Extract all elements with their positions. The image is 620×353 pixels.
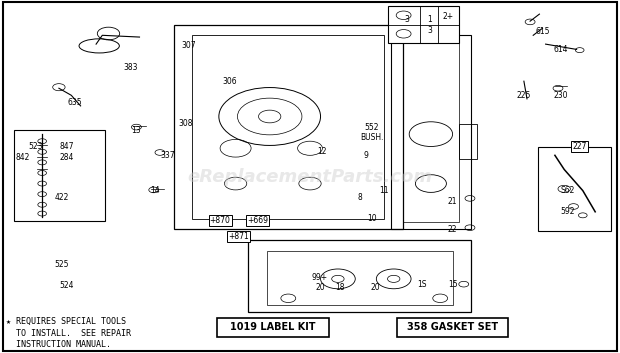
Bar bbox=[388, 6, 459, 43]
Text: 18: 18 bbox=[335, 283, 345, 292]
FancyBboxPatch shape bbox=[397, 318, 508, 337]
Text: ★ REQUIRES SPECIAL TOOLS
  TO INSTALL.  SEE REPAIR
  INSTRUCTION MANUAL.: ★ REQUIRES SPECIAL TOOLS TO INSTALL. SEE… bbox=[6, 317, 131, 349]
Text: 14: 14 bbox=[150, 186, 160, 195]
Text: 307: 307 bbox=[182, 41, 197, 50]
Text: 20: 20 bbox=[370, 283, 380, 292]
Text: 592: 592 bbox=[560, 207, 575, 216]
Text: 524: 524 bbox=[60, 281, 74, 291]
Text: BUSH.: BUSH. bbox=[360, 133, 384, 142]
Text: 99+: 99+ bbox=[312, 273, 328, 282]
Text: 383: 383 bbox=[123, 62, 138, 72]
Text: 2+: 2+ bbox=[442, 12, 453, 22]
Text: 20: 20 bbox=[315, 283, 325, 292]
Text: +669: +669 bbox=[247, 216, 268, 225]
Bar bbox=[14, 130, 105, 221]
Text: 9: 9 bbox=[363, 151, 368, 160]
Text: 847: 847 bbox=[60, 142, 74, 151]
Text: 358 GASKET SET: 358 GASKET SET bbox=[407, 322, 498, 333]
Text: 615: 615 bbox=[535, 27, 550, 36]
Text: 10: 10 bbox=[367, 214, 377, 223]
Text: 8: 8 bbox=[357, 193, 362, 202]
Text: 3: 3 bbox=[405, 15, 410, 24]
Text: 635: 635 bbox=[67, 98, 82, 107]
Text: 842: 842 bbox=[16, 152, 30, 162]
Text: 3: 3 bbox=[427, 25, 432, 35]
Text: 11: 11 bbox=[379, 186, 389, 195]
Text: 1S: 1S bbox=[417, 280, 427, 289]
Text: 337: 337 bbox=[160, 151, 175, 160]
Text: 15: 15 bbox=[448, 280, 458, 289]
Text: 284: 284 bbox=[60, 152, 74, 162]
Text: 230: 230 bbox=[554, 91, 569, 100]
Text: +870: +870 bbox=[210, 216, 231, 225]
Text: 552: 552 bbox=[365, 122, 379, 132]
Text: eReplacementParts.com: eReplacementParts.com bbox=[187, 168, 433, 185]
Text: 1: 1 bbox=[427, 15, 432, 24]
Text: 422: 422 bbox=[55, 193, 69, 202]
FancyBboxPatch shape bbox=[217, 318, 329, 337]
Text: 225: 225 bbox=[516, 91, 531, 100]
Text: +871: +871 bbox=[228, 232, 249, 241]
Text: 1019 LABEL KIT: 1019 LABEL KIT bbox=[230, 322, 316, 333]
Text: 525: 525 bbox=[55, 260, 69, 269]
Text: 12: 12 bbox=[317, 147, 327, 156]
Text: 22: 22 bbox=[448, 225, 458, 234]
Bar bbox=[538, 147, 611, 231]
Text: 308: 308 bbox=[179, 119, 193, 128]
Text: 614: 614 bbox=[554, 45, 569, 54]
Text: 13: 13 bbox=[131, 126, 141, 135]
Text: 306: 306 bbox=[222, 77, 237, 86]
Text: S62: S62 bbox=[560, 186, 575, 195]
Text: 523: 523 bbox=[28, 142, 43, 151]
Text: 227: 227 bbox=[572, 142, 587, 151]
Text: 21: 21 bbox=[448, 197, 458, 206]
